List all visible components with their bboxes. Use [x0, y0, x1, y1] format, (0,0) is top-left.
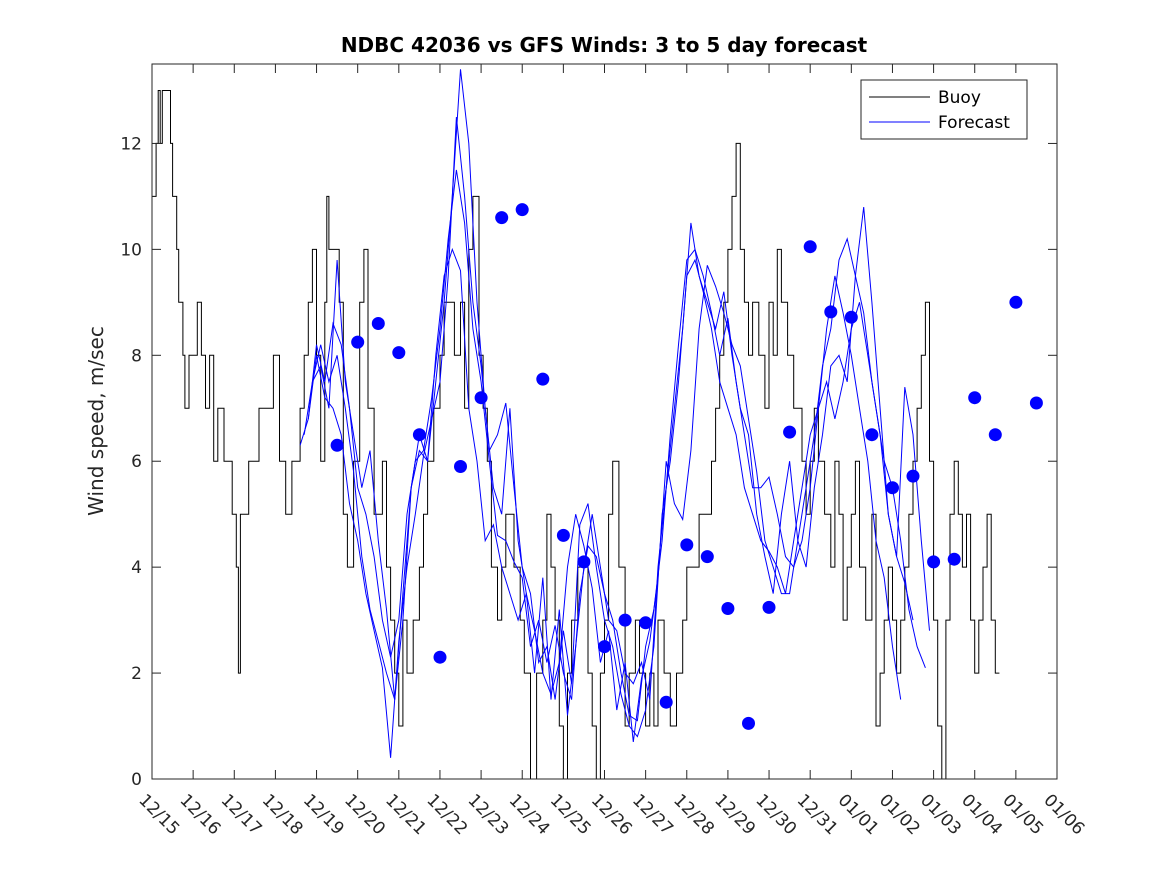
forecast-marker: [947, 552, 961, 566]
forecast-marker: [680, 538, 694, 552]
forecast-marker: [988, 428, 1002, 442]
forecast-marker: [371, 317, 385, 330]
y-axis: 0 2 4 6 8 10 12: [120, 134, 1057, 790]
forecast-marker: [803, 240, 817, 254]
legend: Buoy Forecast: [860, 79, 1028, 140]
y-tick-label: 8: [131, 346, 142, 366]
forecast-series-4: [311, 237, 914, 742]
y-tick-label: 12: [120, 134, 142, 154]
legend-forecast-label: Forecast: [938, 113, 1010, 133]
forecast-marker: [906, 469, 920, 483]
forecast-marker: [433, 650, 447, 664]
forecast-marker: [659, 695, 673, 709]
forecast-marker: [495, 211, 509, 225]
forecast-marker: [968, 391, 982, 405]
series-layer: [152, 69, 1043, 779]
forecast-marker: [639, 616, 653, 630]
forecast-marker: [392, 346, 406, 360]
legend-box: [860, 79, 1028, 140]
y-tick-label: 10: [120, 240, 142, 260]
forecast-marker: [598, 640, 611, 654]
forecast-marker: [474, 391, 488, 405]
forecast-marker: [556, 528, 570, 542]
y-tick-label: 6: [131, 452, 142, 472]
forecast-marker: [515, 203, 529, 217]
forecast-marker: [1029, 396, 1043, 410]
forecast-marker: [412, 428, 426, 442]
forecast-marker: [351, 335, 365, 349]
forecast-marker: [700, 550, 714, 564]
forecast-marker: [927, 555, 941, 569]
forecast-marker: [865, 428, 879, 442]
forecast-series-2: [303, 69, 930, 716]
y-tick-label: 2: [131, 664, 142, 684]
forecast-series-1: [299, 169, 926, 722]
forecast-marker: [577, 555, 591, 569]
forecast-marker: [783, 425, 797, 439]
forecast-series-3: [307, 116, 902, 758]
forecast-marker: [618, 613, 632, 627]
legend-buoy-label: Buoy: [938, 88, 981, 108]
forecast-marker: [536, 372, 550, 386]
forecast-marker: [330, 438, 344, 452]
forecast-marker: [454, 460, 467, 473]
y-tick-label: 0: [131, 770, 142, 790]
forecast-marker: [824, 305, 838, 319]
y-axis-label: Wind speed, m/sec: [84, 326, 108, 516]
forecast-marker: [886, 481, 899, 495]
forecast-marker: [742, 716, 755, 730]
y-tick-label: 4: [131, 558, 142, 578]
forecast-marker: [762, 600, 776, 614]
forecast-marker: [1009, 295, 1023, 309]
forecast-marker: [721, 602, 735, 615]
forecast-marker: [844, 310, 858, 324]
chart-title: NDBC 42036 vs GFS Winds: 3 to 5 day fore…: [341, 33, 868, 57]
